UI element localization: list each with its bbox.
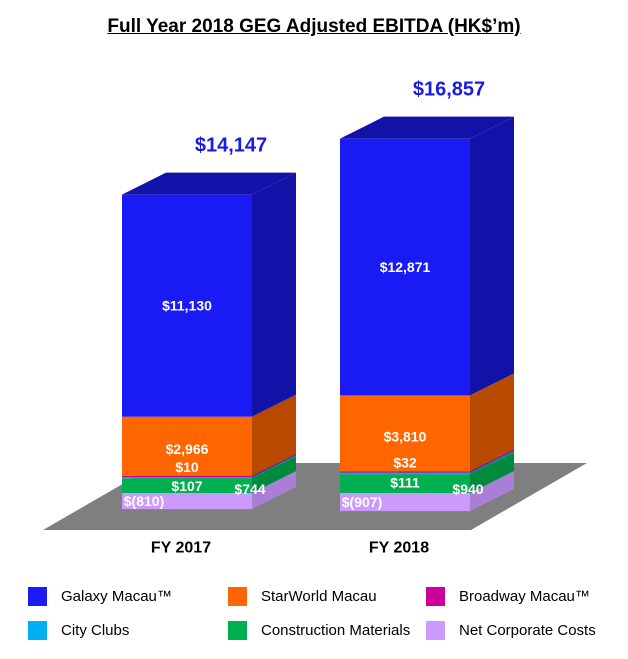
data-label-fy-2017-net-corporate-costs: $(810) (124, 493, 164, 509)
category-label-fy-2017: FY 2017 (151, 540, 211, 557)
stacked-bar-chart: $11,130 $2,966 $10 $107 $744 $(810) $14,147 FY … (43, 79, 587, 557)
legend-swatch-city-clubs (28, 620, 47, 640)
data-label-fy-2017-galaxy-macau: $11,130 (162, 298, 212, 314)
bar-fy-2018-galaxy-macau-side (470, 116, 514, 396)
bar-fy-2018-starworld-macau-side (470, 373, 514, 472)
bar-fy-2018-construction-materials-side (470, 452, 514, 493)
bar-fy-2017-galaxy-macau (122, 194, 252, 417)
category-label-fy-2018: FY 2018 (369, 540, 429, 557)
legend-swatch-construction-materials (228, 620, 247, 640)
total-label-fy-2017: $14,147 (195, 135, 267, 157)
legend-label: StarWorld Macau (261, 587, 377, 605)
legend-swatch-galaxy-macau (28, 586, 47, 606)
bar-fy-2017-net-corporate-costs (122, 493, 252, 510)
bar-fy-2018-top (340, 116, 514, 139)
legend-item-starworld-macau: StarWorld Macau (228, 584, 377, 608)
legend-swatch-starworld-macau (228, 586, 247, 606)
legend-item-net-corporate-costs: Net Corporate Costs (426, 618, 596, 642)
legend-swatch-net-corporate-costs (426, 620, 445, 640)
legend-item-city-clubs: City Clubs (28, 618, 129, 642)
legend-label: Broadway Macau™ (459, 587, 590, 605)
data-label-fy-2017-city-clubs: $107 (171, 478, 202, 494)
legend-label: Net Corporate Costs (459, 621, 596, 639)
data-label-fy-2018-galaxy-macau: $12,871 (380, 259, 431, 275)
bar-fy-2017-broadway-macau (122, 475, 252, 478)
bar-fy-2017-broadway-macau-side (252, 453, 296, 478)
legend-item-galaxy-macau: Galaxy Macau™ (28, 584, 172, 608)
chart-title: Full Year 2018 GEG Adjusted EBITDA (HK$’… (107, 16, 521, 37)
data-label-fy-2017-construction-materials: $744 (234, 481, 265, 497)
data-label-fy-2018-starworld-macau: $3,810 (384, 428, 427, 444)
bar-fy-2018-construction-materials (340, 474, 470, 493)
bar-fy-2017-construction-materials (122, 478, 252, 493)
data-label-fy-2018-construction-materials: $940 (452, 481, 483, 497)
legend-label: Construction Materials (261, 621, 411, 639)
data-label-fy-2018-net-corporate-costs: $(907) (342, 494, 382, 510)
bar-fy-2017-construction-materials-side (252, 456, 296, 493)
data-label-fy-2018-city-clubs: $111 (390, 474, 420, 490)
bar-fy-2018-galaxy-macau (340, 138, 470, 396)
bar-fy-2018-net-corporate-costs (340, 493, 470, 512)
bar-fy-2017-top (122, 172, 296, 195)
bar-fy-2018-net-corporate-costs-side (470, 471, 514, 512)
bar-fy-2017-city-clubs (122, 476, 252, 479)
bar-fy-2017-starworld-macau-side (252, 394, 296, 476)
bar-fy-2018-broadway-macau-side (470, 449, 514, 473)
data-label-fy-2018-broadway-macau: $32 (393, 454, 417, 470)
legend-label: Galaxy Macau™ (61, 587, 172, 605)
legend-label: City Clubs (61, 621, 130, 639)
bar-fy-2017-net-corporate-costs-side (252, 471, 296, 510)
data-label-fy-2017-starworld-macau: $2,966 (166, 441, 209, 457)
bar-fy-2017-galaxy-macau-side (252, 172, 296, 417)
total-label-fy-2018: $16,857 (413, 79, 485, 101)
legend-item-broadway-macau: Broadway Macau™ (426, 584, 590, 608)
data-label-fy-2017-broadway-macau: $10 (175, 459, 199, 475)
bar-fy-2018-city-clubs (340, 472, 470, 475)
bar-fy-2018-broadway-macau (340, 471, 470, 473)
bar-fy-2018-starworld-macau (340, 395, 470, 472)
bar-fy-2017-starworld-macau (122, 416, 252, 476)
legend-swatch-broadway-macau (426, 586, 445, 606)
legend-item-construction-materials: Construction Materials (228, 618, 410, 642)
